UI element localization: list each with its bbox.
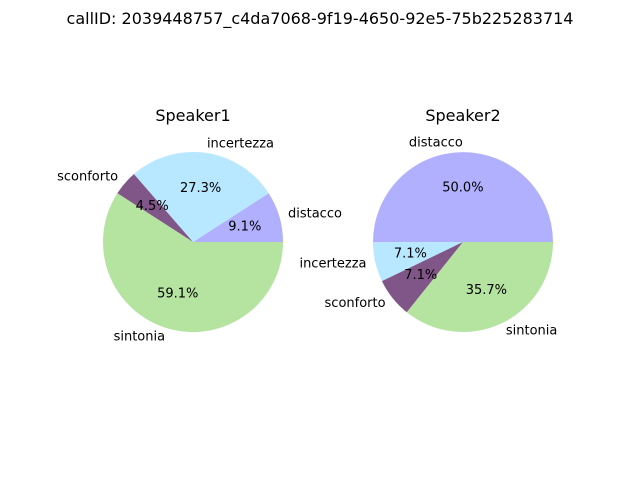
pie-pct-label-speaker2-sconforto: 7.1%	[404, 268, 437, 283]
pie-pct-label-speaker2-sintonia: 35.7%	[466, 283, 507, 298]
pie-category-label-speaker1-incertezza: incertezza	[207, 136, 274, 151]
pie-slice-speaker2-incertezza	[373, 242, 463, 282]
pie-slice-speaker2-distacco	[372, 152, 553, 243]
pie-pct-label-speaker1-incertezza: 27.3%	[180, 181, 221, 196]
figure-title: callID: 2039448757_c4da7068-9f19-4650-92…	[67, 9, 574, 29]
pie-category-label-speaker2-distacco: distacco	[409, 136, 463, 151]
pie-slice-speaker1-incertezza	[133, 152, 269, 242]
pie-category-label-speaker1-distacco: distacco	[288, 207, 342, 222]
pie-pct-label-speaker1-sconforto: 4.5%	[136, 199, 169, 214]
pie-pct-label-speaker2-incertezza: 7.1%	[394, 247, 427, 262]
pie-pct-label-speaker1-sintonia: 59.1%	[157, 286, 198, 301]
pie-slice-speaker1-sintonia	[103, 193, 283, 332]
pie-category-label-speaker2-sconforto: sconforto	[325, 296, 386, 311]
pie-pct-label-speaker2-distacco: 50.0%	[442, 181, 483, 196]
pie-category-label-speaker2-incertezza: incertezza	[299, 257, 366, 272]
pie-slice-speaker1-distacco	[193, 193, 283, 242]
pie-chart-speaker1: Speaker1 9.1% distacco 27.3% incertezza 4.5%…	[57, 106, 342, 344]
pie-category-label-speaker1-sintonia: sintonia	[114, 329, 166, 344]
pie-category-label-speaker2-sintonia: sintonia	[506, 324, 558, 339]
pie-pct-label-speaker1-distacco: 9.1%	[228, 219, 261, 234]
pie-title-speaker2: Speaker2	[425, 106, 500, 125]
pie-chart-speaker2: Speaker2 50.0% distacco 7.1% incertezza 7.1%…	[299, 106, 557, 339]
pie-slice-speaker2-sintonia	[406, 242, 553, 333]
pie-slice-speaker1-sconforto	[117, 174, 193, 242]
pie-category-label-speaker1-sconforto: sconforto	[57, 170, 118, 185]
pie-slice-speaker2-sconforto	[381, 242, 463, 313]
pie-title-speaker1: Speaker1	[155, 106, 230, 125]
